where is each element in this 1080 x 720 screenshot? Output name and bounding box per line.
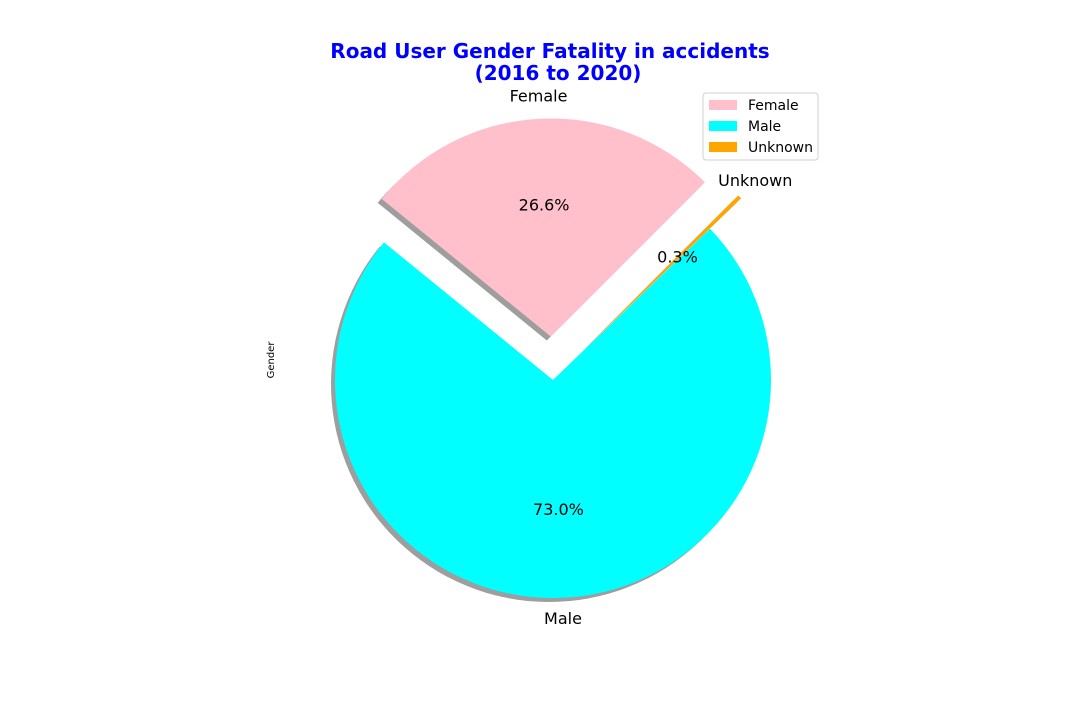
slice-label-male: Male — [544, 609, 582, 628]
pie-slices — [334, 118, 771, 598]
chart-title-line-1: Road User Gender Fatality in accidents — [330, 39, 769, 63]
legend-label-male: Male — [748, 119, 781, 135]
y-axis-label: Gender — [266, 341, 277, 379]
pie-slice-unknown — [584, 195, 742, 350]
pie-slice-female — [381, 118, 705, 337]
legend-swatch-unknown — [709, 142, 737, 152]
chart-title-line-2: (2016 to 2020) — [475, 61, 642, 85]
legend: Female Male Unknown — [702, 92, 819, 161]
legend-swatch-male — [709, 121, 737, 131]
pct-label-female: 26.6% — [519, 195, 570, 214]
chart-title: Road User Gender Fatality in accidents (… — [330, 39, 769, 85]
pie-labels: Female 26.6% Male 73.0% Unknown 0.3% — [510, 86, 793, 628]
pct-label-male: 73.0% — [533, 500, 584, 519]
legend-label-unknown: Unknown — [748, 140, 813, 156]
pie-slice-male — [334, 228, 771, 598]
slice-label-female: Female — [510, 86, 568, 105]
legend-swatch-female — [709, 100, 737, 110]
pct-label-unknown: 0.3% — [657, 247, 698, 266]
slice-label-unknown: Unknown — [718, 171, 792, 190]
legend-label-female: Female — [748, 98, 799, 114]
